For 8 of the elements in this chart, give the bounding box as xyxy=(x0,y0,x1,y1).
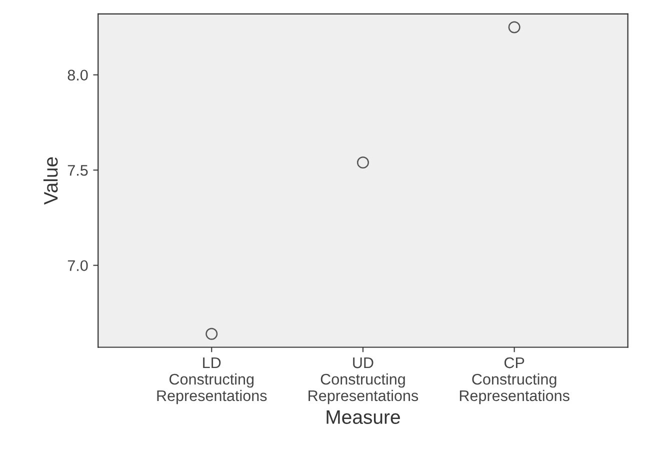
x-tick-label: CP Constructing Representations xyxy=(460,357,570,404)
y-tick-label: 8.0 xyxy=(68,70,88,81)
x-axis-title: Measure xyxy=(326,410,400,424)
y-tick-label: 7.0 xyxy=(68,260,88,272)
x-tick-label: LD Constructing Representations xyxy=(157,358,267,404)
y-tick-label: 7.5 xyxy=(68,165,88,176)
x-tick-label: UD Constructing Representations xyxy=(308,358,418,404)
y-axis-title: Value xyxy=(43,157,58,205)
